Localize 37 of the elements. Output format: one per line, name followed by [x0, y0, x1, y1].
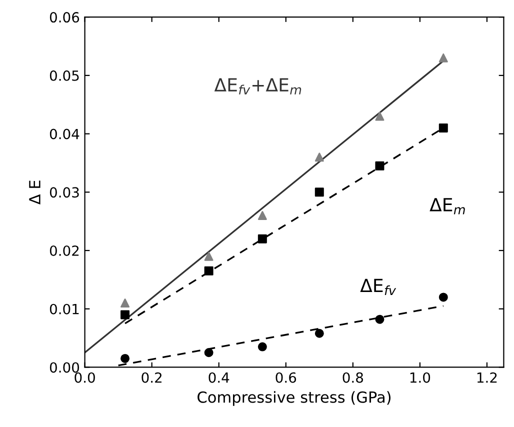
point: [120, 310, 130, 320]
point: [120, 354, 130, 363]
point: [258, 210, 267, 220]
point: [375, 314, 384, 324]
point: [375, 161, 384, 170]
point: [204, 252, 214, 261]
point: [375, 112, 384, 121]
x-tick-label: 0.4: [208, 372, 230, 383]
x-tick-label: 1.0: [410, 372, 430, 383]
x-tick-label: 0.0: [74, 372, 95, 383]
y-tick-label: 0.00: [50, 362, 80, 373]
text: ΔE$_{fv}$+ΔE$_{m}$: [214, 78, 302, 94]
x-tick-label: 0.6: [276, 372, 296, 383]
point: [438, 292, 448, 302]
y-axis-title: Δ E: [29, 180, 40, 205]
point: [438, 123, 448, 132]
series-label: ΔE$_{fv}$: [360, 278, 396, 295]
y-tick-label: 0.05: [50, 70, 79, 81]
x-tick-label: 0.2: [142, 372, 162, 383]
point: [438, 53, 448, 62]
text: ΔE$_{m}$: [430, 198, 465, 214]
y-tick-label: 0.01: [50, 304, 79, 314]
point: [314, 328, 324, 338]
point: [204, 266, 214, 276]
point: [204, 348, 214, 358]
point: [258, 342, 267, 352]
x-tick-label: 1.2: [477, 372, 497, 383]
y-tick-label: 0.06: [50, 12, 80, 23]
point: [120, 298, 130, 308]
y-tick-label: 0.03: [50, 187, 79, 198]
x-tick-label: 0.8: [342, 372, 364, 383]
point: [314, 188, 324, 197]
y-tick-label: 0.04: [50, 128, 80, 140]
point: [258, 234, 267, 244]
point: [314, 152, 324, 162]
x-axis-title: Compressive stress (GPa): [198, 391, 391, 406]
y-tick-label: 0.02: [50, 245, 79, 256]
